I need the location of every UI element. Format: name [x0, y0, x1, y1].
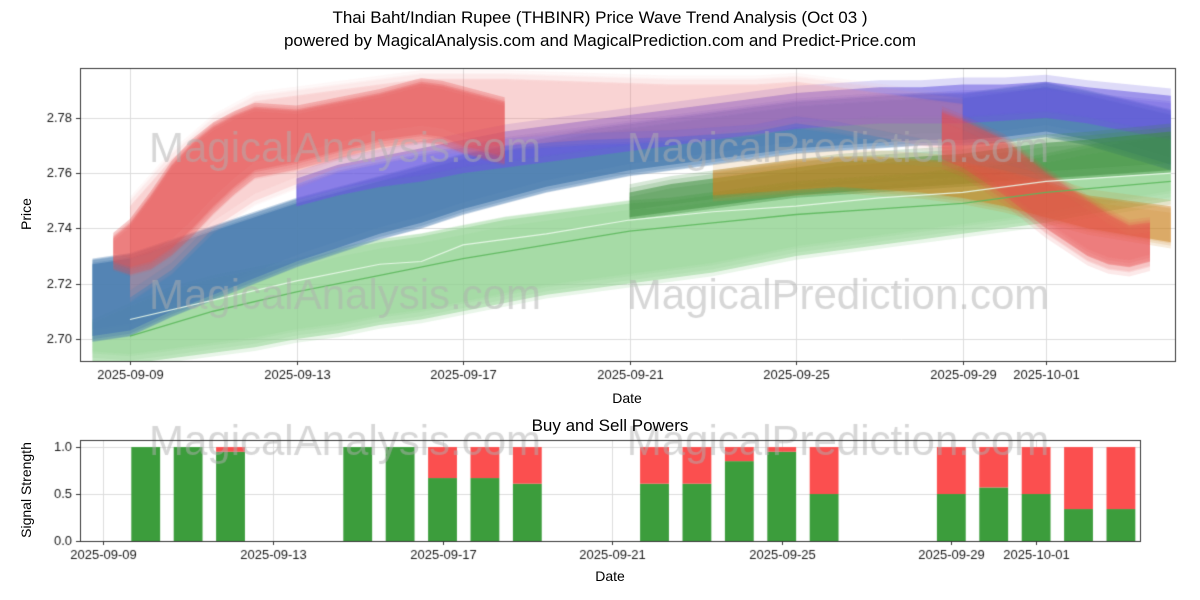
date-axis-label-bottom: Date [595, 568, 625, 584]
signal-strength-axis-label: Signal Strength [18, 442, 34, 538]
chart-subtitle: powered by MagicalAnalysis.com and Magic… [283, 31, 917, 50]
buy-sell-powers-title: Buy and Sell Powers [531, 416, 689, 435]
chart-title: Thai Baht/Indian Rupee (THBINR) Price Wa… [332, 8, 868, 27]
date-axis-label-top: Date [612, 390, 642, 406]
price-axis-label: Price [18, 198, 34, 230]
